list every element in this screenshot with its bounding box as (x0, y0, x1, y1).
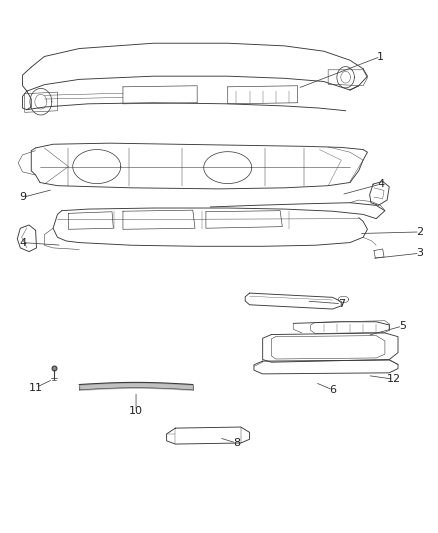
Text: 8: 8 (233, 438, 240, 448)
Text: 2: 2 (416, 227, 424, 237)
Text: 12: 12 (387, 374, 401, 384)
Text: 3: 3 (417, 248, 424, 258)
Text: 6: 6 (329, 385, 336, 395)
Text: 11: 11 (28, 383, 42, 393)
Text: 9: 9 (19, 192, 26, 203)
Text: 7: 7 (338, 298, 345, 309)
Text: 5: 5 (399, 321, 406, 331)
Text: 4: 4 (377, 179, 384, 189)
Text: 10: 10 (129, 406, 143, 416)
Text: 4: 4 (19, 238, 26, 247)
Text: 1: 1 (377, 52, 384, 61)
